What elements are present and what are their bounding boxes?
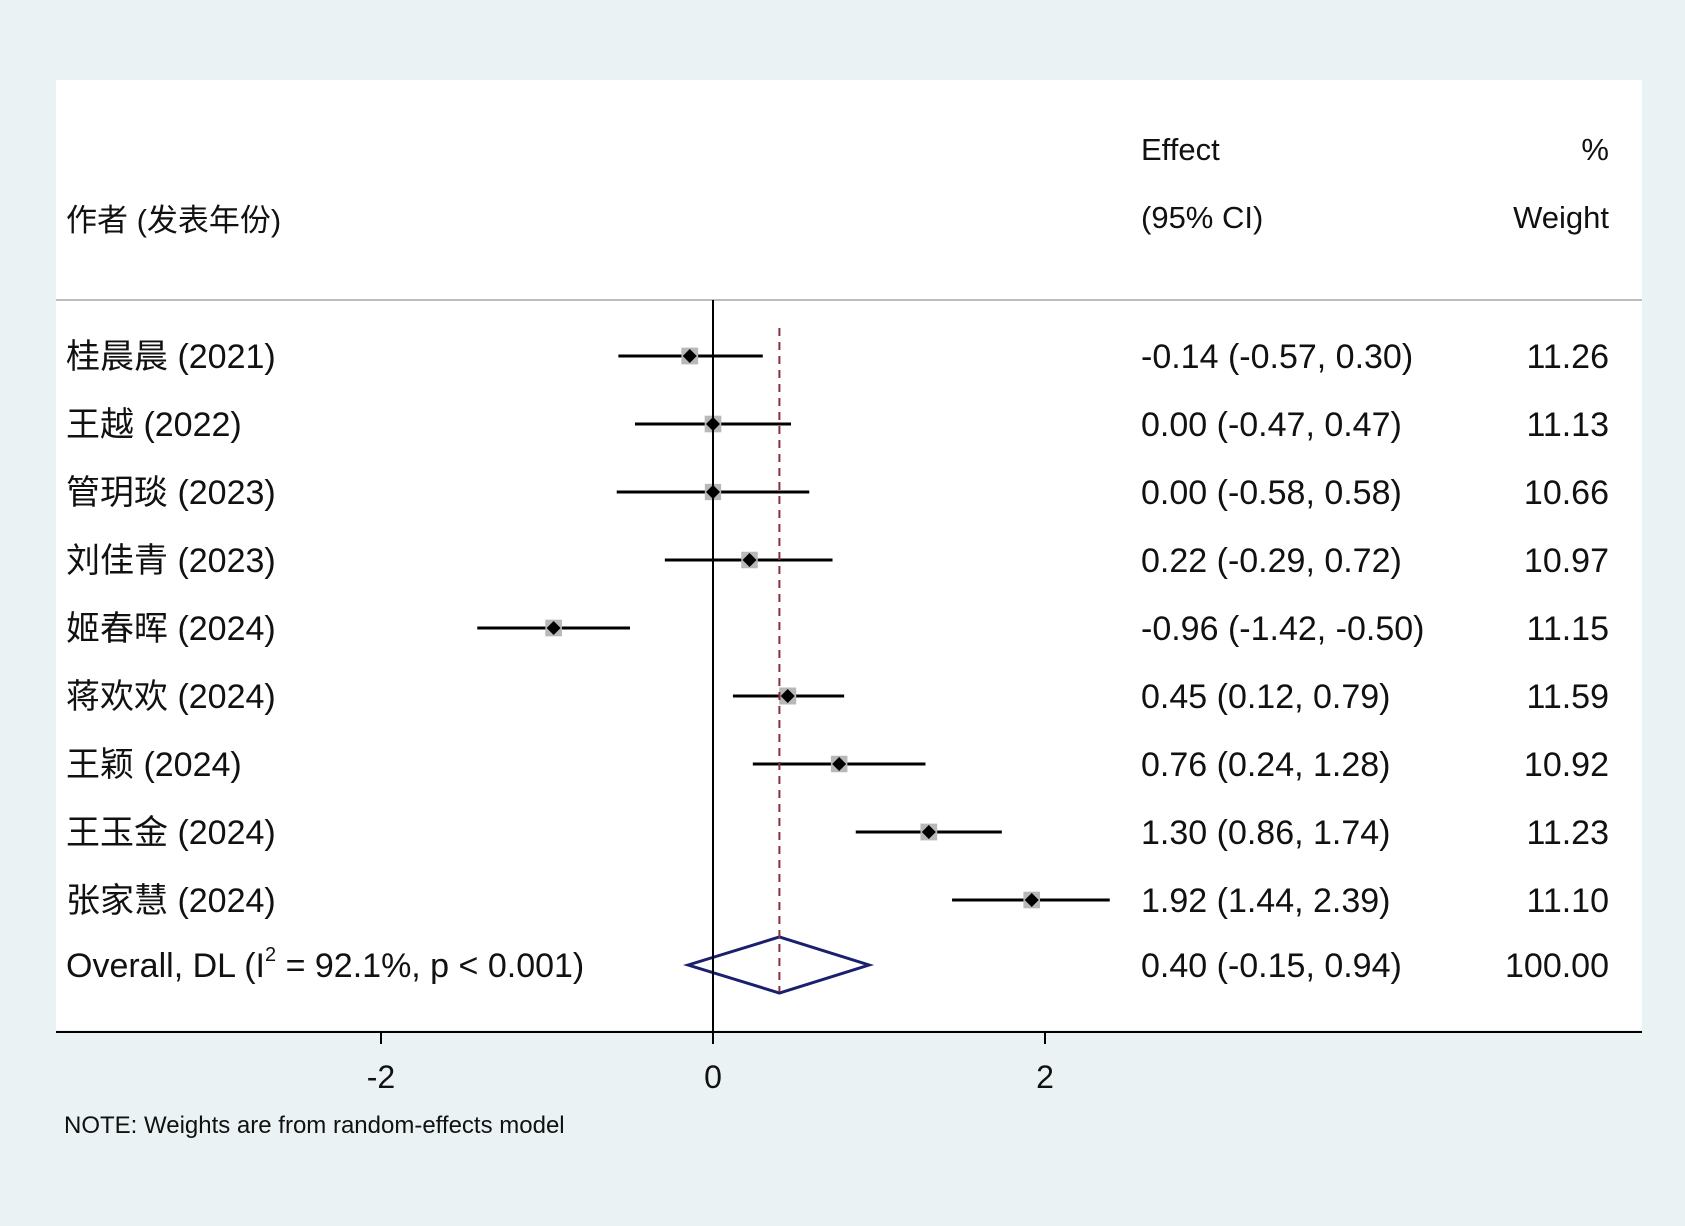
study-row: 王越 (2022) 0.00 (-0.47, 0.47) 11.13 [66, 406, 1609, 444]
study-rows: 桂晨晨 (2021) -0.14 (-0.57, 0.30) 11.26 王越 (20… [66, 338, 1609, 920]
x-tick-label: -2 [367, 1059, 395, 1095]
study-label: 桂晨晨 (2021) [66, 338, 276, 376]
study-column-header: 作者 (发表年份) [66, 203, 281, 238]
weight-value: 11.26 [1526, 338, 1609, 376]
ci-header: (95% CI) [1141, 200, 1263, 235]
study-row: 桂晨晨 (2021) -0.14 (-0.57, 0.30) 11.26 [66, 338, 1609, 376]
weight-percent-header: % [1581, 132, 1609, 167]
study-label: 蒋欢欢 (2024) [66, 678, 276, 716]
study-row: 刘佳青 (2023) 0.22 (-0.29, 0.72) 10.97 [66, 542, 1609, 580]
effect-marker [546, 621, 561, 635]
weight-value: 11.15 [1526, 610, 1609, 648]
study-label: 张家慧 (2024) [66, 882, 276, 920]
weight-value: 10.92 [1524, 746, 1609, 784]
effect-marker [1024, 893, 1039, 907]
effect-ci-value: -0.96 (-1.42, -0.50) [1141, 610, 1424, 648]
weight-value: 11.23 [1526, 814, 1609, 852]
effect-ci-value: 1.30 (0.86, 1.74) [1141, 814, 1391, 852]
effect-ci-value: 0.76 (0.24, 1.28) [1141, 746, 1391, 784]
plot-panel [56, 80, 1642, 1030]
weight-value: 10.66 [1524, 474, 1609, 512]
x-tick-label: 2 [1036, 1059, 1054, 1095]
x-tick-label: 0 [704, 1059, 722, 1095]
overall-row: Overall, DL (I2 = 92.1%, p < 0.001) 0.40 … [66, 935, 1609, 995]
overall-ci-value: 0.40 (-0.15, 0.94) [1141, 947, 1402, 985]
overall-diamond [682, 935, 875, 995]
effect-marker [682, 349, 697, 363]
study-row: 王玉金 (2024) 1.30 (0.86, 1.74) 11.23 [66, 814, 1609, 852]
study-row: 蒋欢欢 (2024) 0.45 (0.12, 0.79) 11.59 [66, 678, 1609, 716]
overall-label: Overall, DL (I2 = 92.1%, p < 0.001) [66, 944, 584, 985]
study-label: 王玉金 (2024) [66, 814, 276, 852]
study-label: 王颖 (2024) [66, 746, 242, 784]
effect-ci-value: 0.45 (0.12, 0.79) [1141, 678, 1391, 716]
weight-value: 11.59 [1526, 678, 1609, 716]
effect-ci-value: 0.22 (-0.29, 0.72) [1141, 542, 1402, 580]
weight-value: 11.10 [1526, 882, 1609, 920]
effect-ci-value: -0.14 (-0.57, 0.30) [1141, 338, 1413, 376]
study-label: 管玥琰 (2023) [66, 474, 276, 512]
x-axis: -2 0 2 [56, 300, 1642, 1095]
overall-weight-value: 100.00 [1505, 947, 1609, 985]
effect-marker [780, 689, 795, 703]
study-label: 刘佳青 (2023) [66, 542, 276, 580]
effect-ci-value: 0.00 (-0.47, 0.47) [1141, 406, 1402, 444]
study-label: 王越 (2022) [66, 406, 242, 444]
effect-ci-value: 1.92 (1.44, 2.39) [1141, 882, 1391, 920]
effect-header: Effect [1141, 132, 1220, 167]
weight-value: 11.13 [1526, 406, 1609, 444]
study-row: 王颖 (2024) 0.76 (0.24, 1.28) 10.92 [66, 746, 1609, 784]
study-row: 管玥琰 (2023) 0.00 (-0.58, 0.58) 10.66 [66, 474, 1609, 512]
weight-value: 10.97 [1524, 542, 1609, 580]
weight-header: Weight [1513, 200, 1609, 235]
study-row: 张家慧 (2024) 1.92 (1.44, 2.39) 11.10 [66, 882, 1609, 920]
study-row: 姬春晖 (2024) -0.96 (-1.42, -0.50) 11.15 [66, 610, 1609, 648]
footnote: NOTE: Weights are from random-effects mo… [64, 1112, 565, 1139]
effect-marker [742, 553, 757, 567]
effect-ci-value: 0.00 (-0.58, 0.58) [1141, 474, 1402, 512]
study-label: 姬春晖 (2024) [66, 610, 276, 648]
effect-marker [921, 825, 936, 839]
effect-marker [832, 757, 847, 771]
